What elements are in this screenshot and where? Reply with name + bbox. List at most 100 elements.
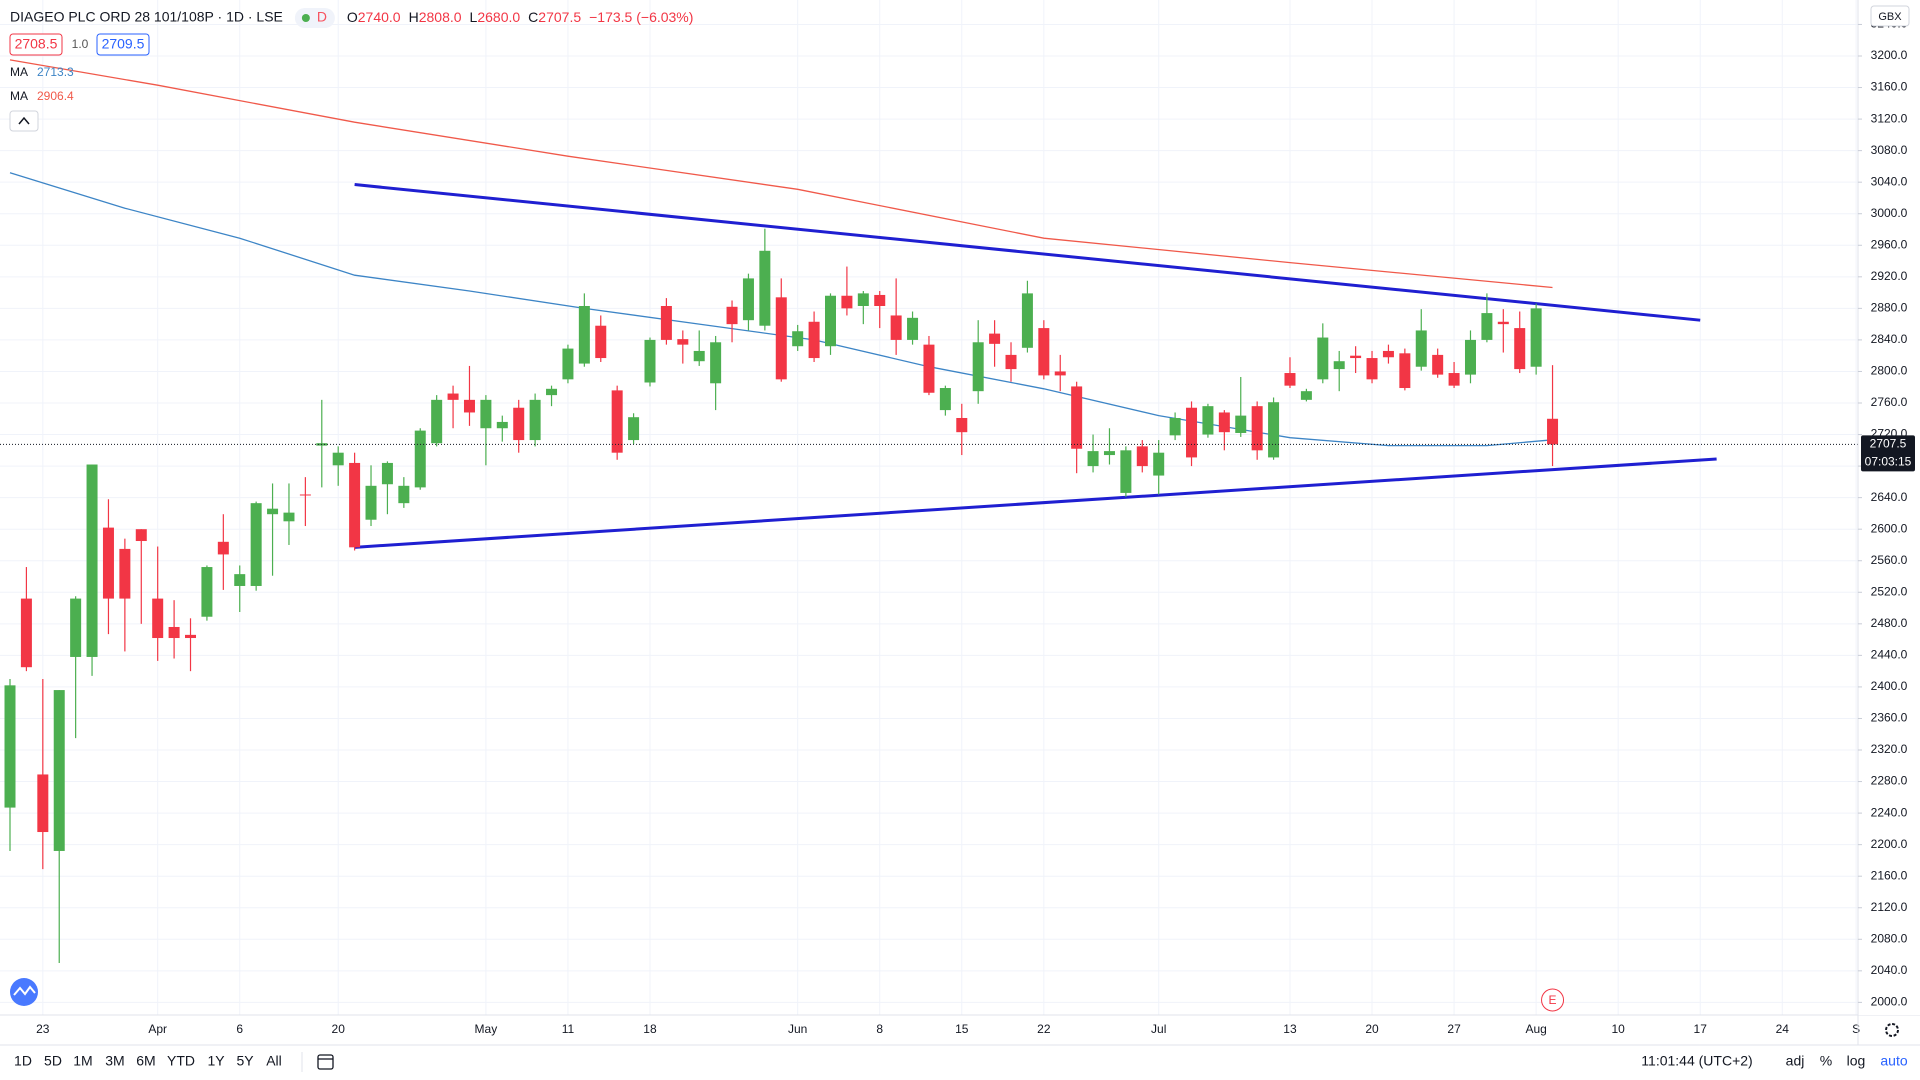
- range-button[interactable]: All: [266, 1053, 282, 1069]
- candle-body: [1317, 337, 1329, 380]
- range-button[interactable]: 5Y: [236, 1053, 254, 1069]
- scale-option[interactable]: %: [1820, 1053, 1832, 1069]
- change: −173.5 (−6.03%): [589, 9, 693, 25]
- settings-icon[interactable]: [1885, 1023, 1899, 1037]
- scale-option[interactable]: auto: [1880, 1053, 1907, 1069]
- candle-body: [1464, 339, 1476, 375]
- candle-body: [1218, 412, 1230, 433]
- y-tick-label: 2520.0: [1871, 584, 1908, 598]
- scale-option[interactable]: log: [1847, 1053, 1866, 1069]
- y-tick-label: 2120.0: [1871, 900, 1908, 914]
- range-button[interactable]: YTD: [167, 1053, 195, 1069]
- candle-body: [70, 598, 82, 657]
- x-tick-label: 23: [36, 1022, 50, 1036]
- status-badge: [294, 8, 335, 28]
- candle-body: [726, 306, 738, 325]
- candle-body: [299, 494, 311, 496]
- candle-body: [86, 464, 98, 657]
- y-tick-label: 3160.0: [1871, 80, 1908, 94]
- candle-body: [1448, 373, 1460, 386]
- moving-average: [9, 59, 1553, 289]
- symbol-title: DIAGEO PLC ORD 28 101/108P · 1D · LSE: [10, 9, 283, 25]
- x-tick-label: 24: [1776, 1022, 1790, 1036]
- candle-body: [1514, 328, 1526, 370]
- candle-body: [693, 350, 705, 362]
- candle-body: [1300, 391, 1312, 400]
- candle-body: [628, 417, 640, 441]
- candle-body: [562, 348, 574, 380]
- candle-body: [1186, 407, 1198, 458]
- x-tick-label: 22: [1037, 1022, 1051, 1036]
- candle-body: [546, 388, 558, 396]
- candle-body: [644, 339, 656, 383]
- ask-price: 2709.5: [102, 36, 145, 52]
- x-tick-label: 27: [1447, 1022, 1461, 1036]
- candle-body: [53, 690, 65, 851]
- range-button[interactable]: 6M: [136, 1053, 155, 1069]
- ma-legend-name: MA: [10, 65, 28, 79]
- candle-body: [611, 390, 623, 453]
- collapse-button[interactable]: [9, 110, 39, 132]
- range-button[interactable]: 1Y: [207, 1053, 225, 1069]
- y-tick-label: 2320.0: [1871, 742, 1908, 756]
- spread: 1.0: [72, 37, 89, 51]
- scale-option[interactable]: adj: [1786, 1053, 1805, 1069]
- y-tick-label: 2360.0: [1871, 711, 1908, 725]
- candle-body: [1071, 386, 1083, 449]
- candle-body: [513, 407, 525, 441]
- candle-body: [989, 333, 1001, 344]
- candle-body: [956, 417, 968, 433]
- y-tick-label: 2480.0: [1871, 616, 1908, 630]
- candle-body: [841, 295, 853, 309]
- candle-body: [1120, 450, 1132, 493]
- candle-body: [775, 297, 787, 380]
- y-tick-label: 2880.0: [1871, 301, 1908, 315]
- x-tick-label: 18: [643, 1022, 657, 1036]
- candle-body: [1021, 293, 1033, 348]
- range-button[interactable]: 3M: [105, 1053, 124, 1069]
- earnings-marker[interactable]: [1541, 988, 1565, 1012]
- range-button[interactable]: 1D: [14, 1053, 32, 1069]
- candle-body: [677, 339, 689, 345]
- ohlc-key: C: [528, 9, 538, 25]
- y-tick-label: 2200.0: [1871, 837, 1908, 851]
- candle-body: [808, 321, 820, 359]
- y-tick-label: 2080.0: [1871, 931, 1908, 945]
- x-tick-label: May: [475, 1022, 498, 1036]
- ma-legend-value: 2713.3: [37, 65, 74, 79]
- x-tick-label: 17: [1694, 1022, 1708, 1036]
- y-tick-label: 3000.0: [1871, 206, 1908, 220]
- candle-body: [825, 295, 836, 347]
- ask-box: [96, 33, 150, 56]
- date-range-icon[interactable]: [317, 1054, 334, 1070]
- candle-body: [1547, 418, 1559, 445]
- y-tick-label: 2160.0: [1871, 868, 1908, 882]
- candle-body: [1136, 446, 1148, 467]
- range-button[interactable]: 5D: [44, 1053, 62, 1069]
- x-tick-label: 20: [332, 1022, 346, 1036]
- y-tick-label: 2760.0: [1871, 395, 1908, 409]
- candle-body: [1333, 361, 1345, 370]
- candle-body: [381, 462, 393, 485]
- currency-box: [1870, 5, 1910, 27]
- toolbar: [0, 1045, 1920, 1080]
- candle-body: [907, 317, 919, 340]
- status-dot: [301, 14, 310, 22]
- x-tick-label: S: [1852, 1022, 1860, 1036]
- candle-body: [857, 293, 869, 306]
- y-axis-panel: [1858, 0, 1920, 1015]
- candle-body: [1169, 417, 1181, 436]
- range-button[interactable]: 1M: [73, 1053, 92, 1069]
- x-tick-label: 8: [876, 1022, 883, 1036]
- candle-body: [447, 393, 459, 400]
- y-tick-label: 2920.0: [1871, 269, 1908, 283]
- y-tick-label: 2960.0: [1871, 237, 1908, 251]
- candle-body: [710, 342, 722, 384]
- status-badge-text: D: [317, 9, 327, 25]
- y-tick-label: 3120.0: [1871, 111, 1908, 125]
- candle-body: [20, 598, 32, 668]
- x-tick-label: 13: [1283, 1022, 1297, 1036]
- bid-price: 2708.5: [15, 36, 58, 52]
